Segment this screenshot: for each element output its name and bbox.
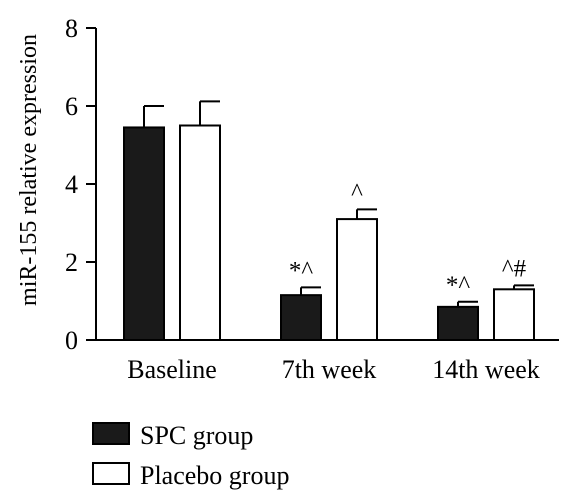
y-axis: 0 2 4 6 8 <box>65 14 97 355</box>
y-tick-label-1: 2 <box>65 248 78 277</box>
y-tick-label-4: 8 <box>65 14 78 43</box>
bar-annotations: *^ ^ *^ ^# <box>289 179 527 298</box>
legend: SPC group Placebo group <box>92 421 289 490</box>
x-tick-label-2: 14th week <box>432 355 540 384</box>
bars <box>123 100 535 342</box>
bar-1-2 <box>493 288 535 341</box>
x-tick-label-0: Baseline <box>127 355 217 384</box>
x-axis: Baseline 7th week 14th week <box>96 339 559 384</box>
legend-label-0: SPC group <box>140 421 253 450</box>
y-axis-title: miR-155 relative expression <box>16 34 42 306</box>
annotation-1-2: ^# <box>502 255 527 282</box>
annotation-0-2: *^ <box>446 272 471 299</box>
y-tick-label-3: 6 <box>65 92 78 121</box>
bar-1-1 <box>336 218 378 342</box>
bar-0-2 <box>437 305 479 342</box>
bar-0-0 <box>123 126 165 341</box>
legend-swatch-0 <box>92 422 130 445</box>
legend-label-1: Placebo group <box>140 461 289 490</box>
y-tick-label-0: 0 <box>65 326 78 355</box>
y-tick-label-2: 4 <box>65 170 78 199</box>
x-tick-label-1: 7th week <box>282 355 377 384</box>
bar-1-0 <box>179 124 221 341</box>
legend-swatch-1 <box>92 462 130 485</box>
annotation-0-1: *^ <box>289 257 314 284</box>
bar-0-1 <box>280 294 322 341</box>
annotation-1-1: ^ <box>351 179 363 206</box>
